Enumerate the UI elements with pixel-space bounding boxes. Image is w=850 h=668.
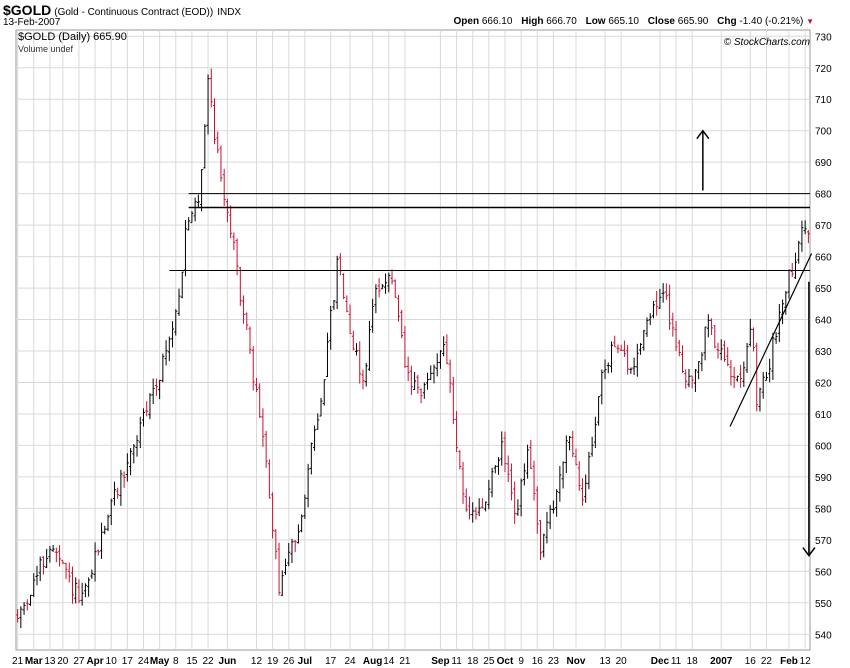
x-tick-label: 22 (202, 656, 214, 667)
x-tick-label: 11 (451, 656, 462, 667)
y-tick-label: 570 (815, 536, 832, 547)
open-label: Open (453, 16, 480, 27)
y-tick-label: 640 (815, 316, 832, 327)
x-tick-label: 20 (57, 656, 69, 667)
close-label: Close (647, 16, 675, 27)
high-value: 666.70 (546, 16, 577, 27)
symbol-description: (Gold - Continuous Contract (EOD)) (54, 7, 214, 18)
chart-date: 13-Feb-2007 (3, 17, 61, 28)
x-tick-label: 23 (548, 656, 560, 667)
legend-main: $GOLD (Daily) 665.90 (18, 31, 127, 43)
y-tick-label: 690 (815, 158, 832, 169)
x-tick-label: 25 (483, 656, 495, 667)
x-tick-label: May (150, 656, 170, 667)
y-tick-label: 670 (815, 221, 832, 232)
trendline (729, 253, 813, 427)
x-tick-label: 18 (467, 656, 479, 667)
symbol-title: $GOLD (Gold - Continuous Contract (EOD)) I… (3, 2, 241, 18)
exchange: INDX (217, 7, 242, 18)
legend-volume: Volume undef (18, 44, 74, 54)
x-tick-label: Apr (86, 656, 103, 667)
x-tick-label: 21 (399, 656, 411, 667)
x-tick-label: 24 (138, 656, 150, 667)
x-tick-label: 12 (800, 656, 812, 667)
x-tick-label: 17 (325, 656, 337, 667)
x-tick-label: 2007 (710, 656, 733, 667)
x-tick-label: Mar (25, 656, 43, 667)
y-tick-label: 720 (815, 64, 832, 75)
open-value: 666.10 (481, 16, 513, 27)
x-tick-label: Sep (431, 656, 449, 667)
y-tick-label: 620 (815, 378, 832, 389)
chg-value: -1.40 (-0.21%) (739, 16, 804, 27)
y-tick-label: 730 (815, 32, 832, 43)
x-tick-label: 21 (12, 656, 24, 667)
x-tick-label: Dec (651, 656, 670, 667)
x-tick-label: 15 (186, 656, 198, 667)
x-tick-label: 17 (122, 656, 134, 667)
x-tick-label: 14 (383, 656, 395, 667)
y-tick-label: 660 (815, 253, 832, 264)
copyright: © StockCharts.com (723, 37, 810, 48)
x-tick-label: 27 (73, 656, 85, 667)
x-tick-label: 8 (173, 656, 179, 667)
y-tick-label: 550 (815, 599, 832, 610)
x-tick-label: Feb (780, 656, 798, 667)
y-tick-label: 580 (815, 504, 832, 515)
x-tick-label: 22 (761, 656, 773, 667)
y-tick-label: 610 (815, 410, 832, 421)
high-label: High (521, 16, 544, 27)
y-tick-label: 650 (815, 284, 832, 295)
x-tick-label: 12 (251, 656, 263, 667)
y-tick-label: 540 (815, 630, 832, 641)
x-tick-label: 24 (344, 656, 356, 667)
y-tick-label: 590 (815, 473, 832, 484)
x-tick-label: Oct (497, 656, 514, 667)
x-tick-label: 13 (44, 656, 56, 667)
down-arrow-icon: ▼ (806, 17, 814, 26)
x-tick-label: 19 (267, 656, 279, 667)
chart-header: $GOLD (Gold - Continuous Contract (EOD)) I… (0, 0, 850, 30)
x-tick-label: 13 (599, 656, 611, 667)
arrow-down-head (802, 547, 816, 557)
x-tick-label: Nov (567, 656, 586, 667)
x-tick-label: 18 (687, 656, 699, 667)
y-tick-label: 560 (815, 567, 832, 578)
low-label: Low (585, 16, 606, 27)
close-value: 665.90 (677, 16, 709, 27)
x-tick-label: Aug (363, 656, 382, 667)
y-tick-label: 680 (815, 190, 832, 201)
x-tick-label: 26 (283, 656, 295, 667)
y-tick-label: 630 (815, 347, 832, 358)
x-tick-label: 11 (671, 656, 682, 667)
arrow-up-head (696, 129, 710, 140)
y-tick-label: 700 (815, 127, 832, 138)
x-tick-label: 20 (616, 656, 628, 667)
x-tick-label: 10 (106, 656, 118, 667)
y-tick-label: 710 (815, 95, 832, 106)
x-tick-label: 9 (518, 656, 524, 667)
quote-summary: Open 666.10 High 666.70 Low 665.10 Close… (454, 16, 815, 27)
x-tick-label: 16 (532, 656, 544, 667)
y-tick-label: 600 (815, 441, 832, 452)
plot-frame (15, 29, 811, 651)
x-tick-label: Jul (298, 656, 313, 667)
x-tick-label: 16 (745, 656, 757, 667)
x-tick-label: Jun (219, 656, 237, 667)
chg-label: Chg (717, 16, 737, 27)
low-value: 665.10 (608, 16, 639, 27)
symbol: $GOLD (3, 2, 52, 18)
chart-legend: $GOLD (Daily) 665.90 Volume undef (18, 31, 127, 55)
